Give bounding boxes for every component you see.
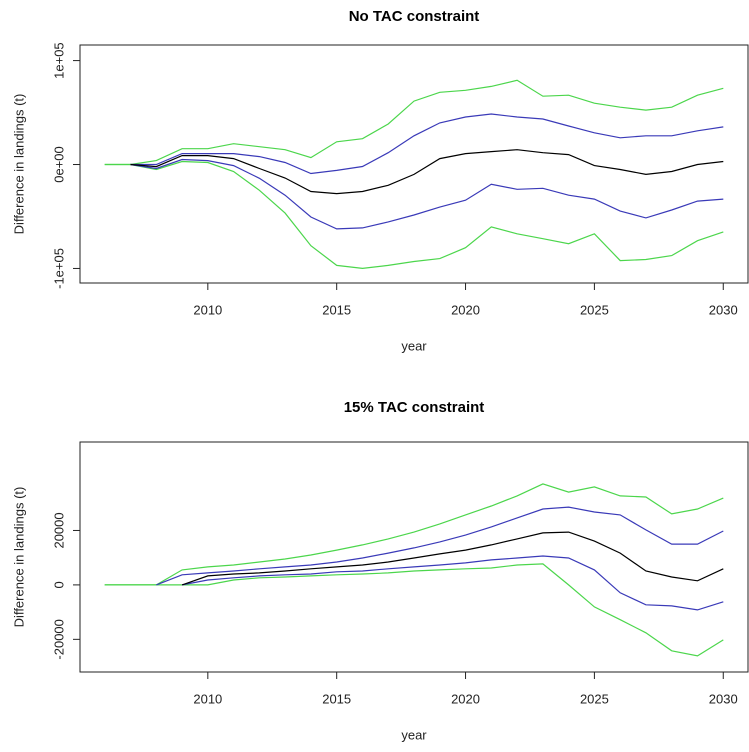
y-tick-label: -20000 [51, 619, 66, 659]
x-tick-label: 2030 [709, 691, 738, 706]
y-axis-label: Difference in landings (t) [11, 94, 26, 235]
x-tick-label: 2015 [322, 302, 351, 317]
x-tick-label: 2020 [451, 302, 480, 317]
x-axis-label: year [401, 338, 427, 353]
series-line [104, 483, 724, 586]
y-tick-label: -1e+05 [51, 248, 66, 289]
x-tick-label: 2030 [709, 302, 738, 317]
plot-frame [79, 441, 749, 673]
series-line [181, 531, 724, 586]
y-tick-label: 0e+00 [51, 146, 66, 183]
x-tick-label: 2020 [451, 691, 480, 706]
chart-title: No TAC constraint [349, 8, 480, 25]
series-line [104, 563, 724, 657]
x-tick-label: 2025 [580, 302, 609, 317]
x-axis-label: year [401, 727, 427, 742]
x-tick-label: 2015 [322, 691, 351, 706]
y-axis-label: Difference in landings (t) [11, 487, 26, 628]
x-tick-label: 2010 [193, 691, 222, 706]
y-tick-label: 0 [51, 581, 66, 588]
series-line [130, 158, 724, 230]
series-line [181, 555, 724, 611]
chart-title: 15% TAC constraint [344, 399, 485, 416]
series-line [130, 113, 724, 175]
x-tick-label: 2025 [580, 691, 609, 706]
series-line [104, 79, 724, 166]
series-line [130, 149, 724, 195]
y-tick-label: 20000 [51, 512, 66, 548]
series-line [156, 506, 724, 586]
series-line [104, 160, 724, 270]
y-tick-label: 1e+05 [51, 42, 66, 79]
x-tick-label: 2010 [193, 302, 222, 317]
plot-frame [79, 44, 749, 284]
